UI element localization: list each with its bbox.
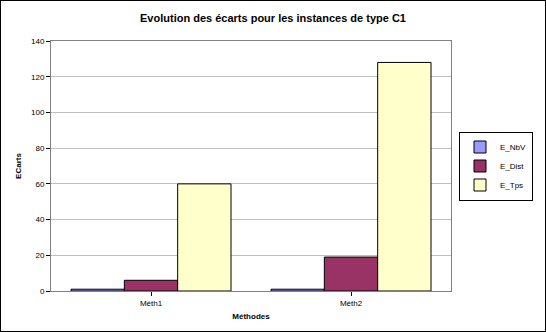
svg-text:E_Tps: E_Tps bbox=[500, 181, 523, 190]
svg-text:60: 60 bbox=[35, 180, 44, 189]
svg-text:Méthodes: Méthodes bbox=[232, 312, 270, 321]
svg-text:Evolution des écarts pour les: Evolution des écarts pour les instances … bbox=[140, 12, 406, 24]
svg-text:100: 100 bbox=[31, 108, 45, 117]
svg-text:E_NbV: E_NbV bbox=[500, 143, 526, 152]
svg-text:Méth2: Méth2 bbox=[340, 299, 363, 308]
svg-text:80: 80 bbox=[35, 144, 44, 153]
svg-text:Méth1: Méth1 bbox=[140, 299, 163, 308]
svg-text:20: 20 bbox=[35, 251, 44, 260]
svg-text:120: 120 bbox=[31, 73, 45, 82]
svg-text:0: 0 bbox=[40, 287, 45, 296]
svg-text:140: 140 bbox=[31, 37, 45, 46]
svg-text:40: 40 bbox=[35, 215, 44, 224]
svg-text:E_Dist: E_Dist bbox=[500, 162, 524, 171]
svg-text:ECarts: ECarts bbox=[14, 153, 23, 179]
